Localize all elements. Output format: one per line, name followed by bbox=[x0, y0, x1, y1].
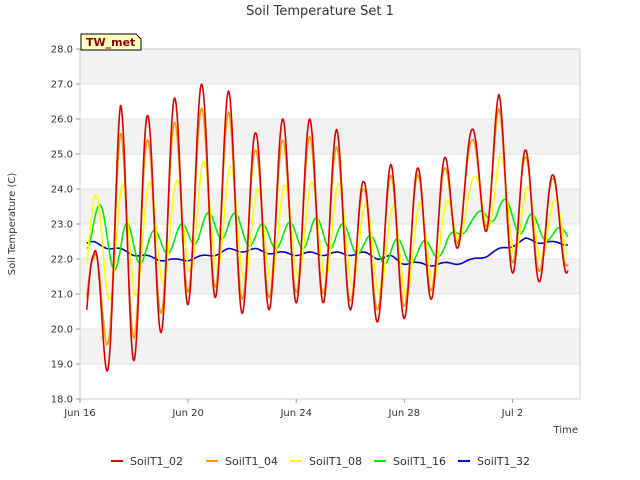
legend-label: SoilT1_04 bbox=[225, 455, 278, 468]
plot-band bbox=[80, 84, 580, 119]
y-tick-label: 28.0 bbox=[51, 45, 73, 56]
x-tick-label: Jun 28 bbox=[388, 408, 421, 419]
series-layer bbox=[85, 83, 569, 372]
legend-label: SoilT1_02 bbox=[130, 455, 183, 468]
y-tick-label: 20.0 bbox=[51, 325, 73, 336]
y-tick-label: 23.0 bbox=[51, 220, 73, 231]
legend-label: SoilT1_32 bbox=[477, 455, 530, 468]
x-axis-ticks: Jun 16 Jun 20 Jun 24 Jun 28 Jul 2 bbox=[63, 399, 523, 419]
plot-band bbox=[80, 49, 580, 84]
x-tick-label: Jul 2 bbox=[501, 408, 524, 419]
plot-band bbox=[80, 364, 580, 399]
chart-title: Soil Temperature Set 1 bbox=[246, 4, 394, 19]
y-tick-label: 21.0 bbox=[51, 290, 73, 301]
legend: SoilT1_02 SoilT1_04 SoilT1_08 SoilT1_16 Soil… bbox=[111, 455, 530, 468]
legend-label: SoilT1_16 bbox=[393, 455, 446, 468]
y-axis-label: Soil Temperature (C) bbox=[7, 173, 18, 276]
legend-label: SoilT1_08 bbox=[309, 455, 362, 468]
plot-band bbox=[80, 119, 580, 154]
x-tick-label: Jun 20 bbox=[171, 408, 204, 419]
station-tag-label: TW_met bbox=[86, 36, 135, 49]
y-tick-label: 27.0 bbox=[51, 80, 73, 91]
y-tick-label: 22.0 bbox=[51, 255, 73, 266]
station-tag-box bbox=[80, 33, 142, 51]
station-tag: TW_met bbox=[80, 33, 142, 51]
plot-band bbox=[80, 329, 580, 364]
y-axis-ticks: 18.0 19.0 20.0 21.0 22.0 23.0 24.0 25.0 26.0 27.0… bbox=[51, 45, 80, 406]
x-tick-label: Jun 24 bbox=[279, 408, 312, 419]
series-line-soilt1-02 bbox=[85, 83, 569, 372]
plot-band bbox=[80, 259, 580, 294]
y-tick-label: 26.0 bbox=[51, 115, 73, 126]
y-tick-label: 24.0 bbox=[51, 185, 73, 196]
y-tick-label: 18.0 bbox=[51, 395, 73, 406]
y-tick-label: 25.0 bbox=[51, 150, 73, 161]
x-tick-label: Jun 16 bbox=[63, 408, 96, 419]
x-axis-label: Time bbox=[553, 425, 578, 436]
plot-band bbox=[80, 294, 580, 329]
y-tick-label: 19.0 bbox=[51, 360, 73, 371]
